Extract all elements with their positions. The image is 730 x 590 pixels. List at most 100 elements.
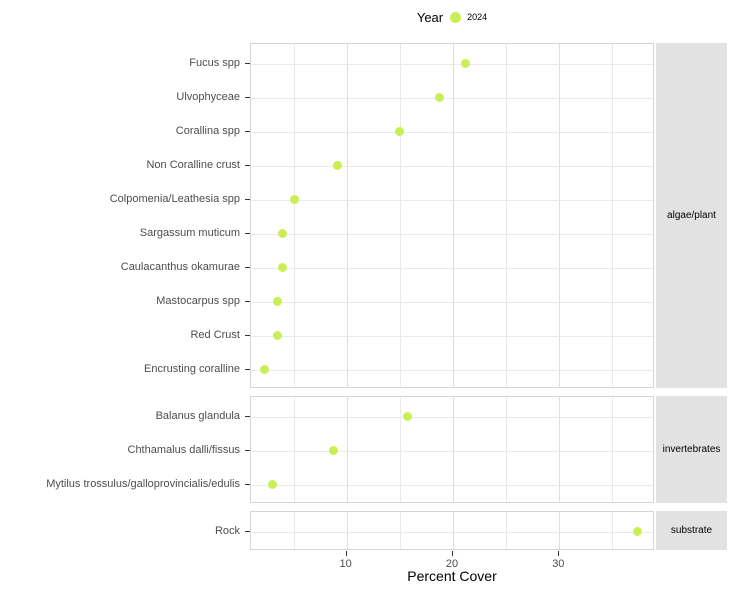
facet-panel-substrate	[250, 511, 654, 550]
category-label: Red Crust	[190, 328, 240, 341]
gridline-major	[453, 512, 454, 549]
y-axis-tick	[245, 232, 250, 234]
data-point	[332, 161, 342, 170]
gridline-major	[346, 512, 348, 549]
x-axis-tick	[558, 551, 560, 556]
gridline-row	[251, 416, 653, 418]
legend: Year 2024	[250, 4, 654, 30]
gridline-minor	[506, 512, 508, 549]
facet-panel-invertebrates	[250, 396, 654, 503]
x-axis-tick	[345, 551, 347, 556]
gridline-minor	[293, 44, 295, 387]
facet-strip-substrate: substrate	[656, 511, 727, 550]
data-point	[434, 93, 444, 102]
category-label: Balanus glandula	[155, 409, 240, 422]
legend-key-dot-icon	[450, 11, 462, 23]
gridline-major	[559, 512, 561, 549]
facet-panel-algae/plant	[250, 43, 654, 388]
data-point	[402, 412, 412, 421]
data-point	[290, 195, 300, 204]
category-label: Mastocarpus spp	[156, 294, 240, 307]
category-label: Ulvophyceae	[176, 90, 240, 103]
gridline-row	[251, 369, 653, 371]
gridline-minor	[399, 44, 401, 387]
gridline-row	[251, 199, 653, 201]
gridline-row	[251, 63, 653, 65]
category-label: Fucus spp	[189, 56, 240, 69]
category-label: Encrusting coralline	[144, 362, 240, 375]
gridline-minor	[612, 512, 614, 549]
data-point	[278, 229, 288, 238]
y-axis-tick	[245, 530, 250, 532]
gridline-major	[559, 44, 561, 387]
data-point	[278, 263, 288, 272]
gridline-major	[559, 397, 561, 502]
facet-strip-invertebrates: invertebrates	[656, 396, 727, 503]
data-point	[329, 446, 339, 455]
y-axis-tick	[245, 334, 250, 336]
y-axis-tick	[245, 449, 250, 451]
y-axis-tick	[245, 96, 250, 98]
x-axis-tick-label: 30	[552, 558, 565, 570]
category-label: Caulacanthus okamurae	[120, 260, 240, 273]
category-label: Sargassum muticum	[139, 226, 240, 239]
data-point	[273, 297, 283, 306]
gridline-row	[251, 450, 653, 452]
facet-strip-label: substrate	[670, 525, 713, 536]
gridline-major	[453, 397, 454, 502]
gridline-minor	[293, 512, 295, 549]
legend-entry-label: 2024	[467, 12, 488, 22]
y-axis-tick	[245, 300, 250, 302]
data-point	[633, 527, 643, 536]
y-axis-tick	[245, 164, 250, 166]
gridline-minor	[612, 44, 614, 387]
gridline-minor	[399, 397, 401, 502]
gridline-minor	[293, 397, 295, 502]
gridline-row	[251, 531, 653, 533]
x-axis-title: Percent Cover	[407, 568, 497, 584]
x-axis-tick	[452, 551, 453, 556]
data-point	[260, 365, 270, 374]
facet-strip-label: algae/plant	[667, 210, 716, 221]
y-axis-tick	[245, 266, 250, 268]
gridline-minor	[612, 397, 614, 502]
data-point	[267, 480, 277, 489]
gridline-minor	[399, 512, 401, 549]
category-label: Mytilus trossulus/galloprovincialis/edul…	[46, 477, 240, 490]
legend-title: Year	[416, 9, 444, 25]
gridline-row	[251, 267, 653, 269]
x-axis-tick-label: 10	[339, 558, 352, 570]
facet-strip-label: invertebrates	[662, 444, 721, 455]
x-axis-tick-label: 20	[445, 558, 459, 570]
category-label: Non Coralline crust	[146, 158, 240, 171]
gridline-minor	[506, 44, 508, 387]
data-point	[273, 331, 283, 340]
gridline-row	[251, 233, 653, 235]
category-label: Corallina spp	[175, 124, 240, 137]
gridline-minor	[506, 397, 508, 502]
category-label: Rock	[214, 524, 240, 537]
gridline-major	[346, 44, 348, 387]
category-label: Chthamalus dalli/fissus	[127, 443, 241, 456]
gridline-major	[346, 397, 348, 502]
gridline-row	[251, 97, 653, 99]
y-axis-tick	[245, 483, 250, 485]
y-axis-tick	[245, 368, 250, 370]
gridline-row	[251, 301, 653, 303]
facet-strip-algae/plant: algae/plant	[656, 43, 727, 388]
gridline-row	[251, 131, 653, 133]
data-point	[461, 59, 471, 68]
y-axis-tick	[245, 130, 250, 132]
category-label: Colpomenia/Leathesia spp	[109, 192, 240, 205]
data-point	[395, 127, 405, 136]
gridline-row	[251, 165, 653, 167]
y-axis-tick	[245, 415, 250, 417]
gridline-major	[453, 44, 454, 387]
legend-entry-2024[interactable]: 2024	[450, 11, 488, 23]
gridline-row	[251, 335, 653, 337]
y-axis-tick	[245, 198, 250, 200]
y-axis-tick	[245, 62, 250, 64]
gridline-row	[251, 484, 653, 486]
